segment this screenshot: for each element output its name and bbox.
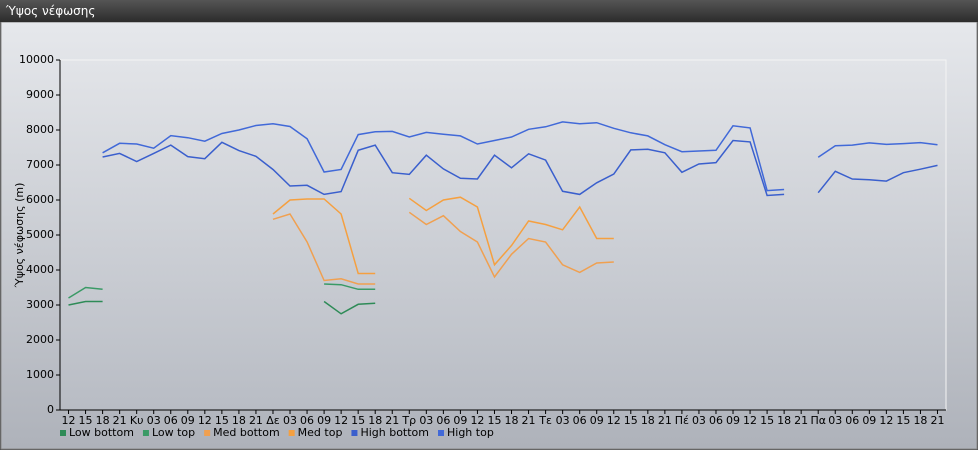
y-tick-label: 3000 [26, 298, 54, 311]
y-tick-label: 2000 [26, 333, 54, 346]
x-tick-label: 18 [368, 414, 382, 427]
x-tick-label: 18 [777, 414, 791, 427]
x-tick-label: 12 [198, 414, 212, 427]
x-tick-label: 12 [334, 414, 348, 427]
x-tick-label: Δε [266, 414, 280, 427]
x-tick-label: 12 [470, 414, 484, 427]
x-tick-label: 03 [283, 414, 297, 427]
series-line [102, 139, 938, 197]
x-tick-label: 12 [743, 414, 757, 427]
x-tick-label: 03 [692, 414, 706, 427]
x-tick-label: 06 [573, 414, 587, 427]
x-tick-label: Πα [810, 414, 826, 427]
x-tick-label: 09 [317, 414, 331, 427]
x-tick-label: 09 [590, 414, 604, 427]
x-tick-label: 15 [79, 414, 93, 427]
x-tick-label: Τρ [401, 414, 416, 427]
legend-label: High bottom [360, 426, 429, 439]
legend-marker [60, 430, 66, 436]
x-tick-label: 12 [62, 414, 76, 427]
series-line [272, 196, 614, 275]
legend-marker [351, 430, 358, 436]
x-tick-label: 06 [164, 414, 178, 427]
legend-marker [438, 430, 444, 436]
legend-marker [288, 430, 295, 436]
y-tick-label: 0 [47, 403, 54, 416]
x-tick-label: 18 [641, 414, 655, 427]
x-tick-label: 21 [930, 414, 944, 427]
legend-label: High top [447, 426, 494, 439]
x-tick-label: 09 [726, 414, 740, 427]
x-tick-label: 03 [828, 414, 842, 427]
x-tick-label: 15 [215, 414, 229, 427]
x-tick-label: 21 [794, 414, 808, 427]
x-tick-label: 03 [419, 414, 433, 427]
series-line [272, 211, 614, 285]
x-tick-label: Πέ [675, 414, 689, 427]
x-tick-label: Κυ [130, 414, 144, 427]
x-tick-label: 15 [760, 414, 774, 427]
x-tick-label: 21 [385, 414, 399, 427]
x-tick-label: 03 [556, 414, 570, 427]
x-tick-label: 15 [896, 414, 910, 427]
x-tick-label: 21 [113, 414, 127, 427]
x-tick-label: 18 [232, 414, 246, 427]
y-tick-label: 5000 [26, 228, 54, 241]
y-axis-label: Ύψος νέφωσης (m) [13, 183, 26, 289]
x-tick-label: 21 [249, 414, 263, 427]
y-tick-label: 7000 [26, 158, 54, 171]
x-tick-label: 21 [658, 414, 672, 427]
series-line [68, 300, 376, 315]
x-tick-label: 15 [487, 414, 501, 427]
x-tick-label: 06 [709, 414, 723, 427]
y-tick-label: 10000 [19, 53, 54, 66]
legend-marker [142, 430, 149, 436]
x-tick-label: 06 [436, 414, 450, 427]
x-tick-label: 18 [96, 414, 110, 427]
x-tick-label: 18 [913, 414, 927, 427]
legend-marker [204, 430, 211, 436]
legend-label: Low top [152, 426, 195, 439]
y-tick-label: 6000 [26, 193, 54, 206]
x-tick-label: 09 [181, 414, 195, 427]
x-tick-label: 12 [879, 414, 893, 427]
legend-label: Med bottom [213, 426, 280, 439]
plot-area [59, 59, 947, 411]
x-tick-label: 06 [300, 414, 314, 427]
x-tick-label: 15 [351, 414, 365, 427]
series-line [102, 121, 938, 192]
y-tick-label: 1000 [26, 368, 54, 381]
x-tick-label: Τε [538, 414, 552, 427]
y-tick-label: 9000 [26, 88, 54, 101]
x-tick-label: 15 [624, 414, 638, 427]
x-tick-label: 09 [453, 414, 467, 427]
x-tick-label: 06 [845, 414, 859, 427]
y-tick-label: 8000 [26, 123, 54, 136]
legend-label: Low bottom [69, 426, 134, 439]
x-tick-label: 12 [607, 414, 621, 427]
x-tick-label: 09 [862, 414, 876, 427]
window-title: Ύψος νέφωσης [0, 0, 978, 22]
x-tick-label: 21 [522, 414, 536, 427]
y-tick-label: 4000 [26, 263, 54, 276]
chart: Ύψος νέφωσης (m) 0 1000 2000 3000 4000 5000 60… [0, 22, 978, 450]
series-line [68, 283, 376, 299]
x-tick-label: 03 [147, 414, 161, 427]
legend-label: Med top [298, 426, 343, 439]
x-tick-label: 18 [505, 414, 519, 427]
